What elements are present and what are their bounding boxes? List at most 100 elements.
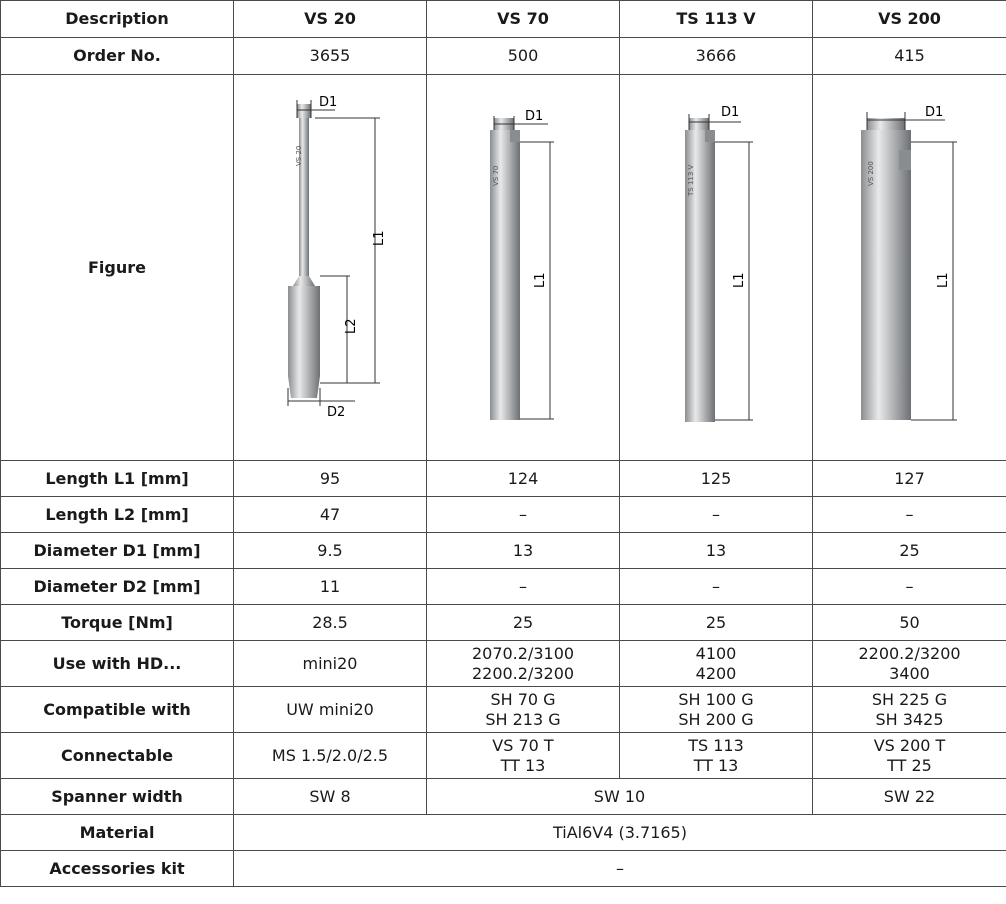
accessories-label: Accessories kit xyxy=(0,850,234,887)
connectable-vs70-line-1: VS 70 T xyxy=(492,735,554,755)
vs200-d1-label: D1 xyxy=(925,105,943,120)
vs200-engraving: VS 200 xyxy=(867,161,875,186)
vs70-engraving: VS 70 xyxy=(492,165,500,185)
ts113v-engraving: TS 113 V xyxy=(687,164,695,197)
vs20-engraving: VS 20 xyxy=(295,145,303,165)
figure-ts113v-cell: TS 113 V D1 L1 xyxy=(619,74,813,461)
length-l2-vs70: – xyxy=(426,496,620,533)
use-with-ts113v-line-1: 4100 xyxy=(695,643,737,663)
use-with-ts113v-line-2: 4200 xyxy=(695,663,737,683)
diameter-d2-row: Diameter D2 [mm] 11 – – – xyxy=(0,568,1006,605)
connectable-vs70-line-2: TT 13 xyxy=(500,755,546,775)
length-l2-vs20: 47 xyxy=(233,496,427,533)
vs70-d1-label: D1 xyxy=(525,109,543,124)
figure-vs20-cell: VS 20 D1 L1 L2 D2 xyxy=(233,74,427,461)
compatible-row: Compatible with UW mini20 SH 70 G SH 213 … xyxy=(0,686,1006,733)
torque-vs200: 50 xyxy=(812,604,1006,641)
header-row: Description VS 20 VS 70 TS 113 V VS 200 xyxy=(0,0,1006,38)
connectable-vs70: VS 70 T TT 13 xyxy=(426,732,620,779)
material-value: TiAl6V4 (3.7165) xyxy=(233,814,1006,851)
header-vs20: VS 20 xyxy=(233,0,427,38)
use-with-vs200-line-1: 2200.2/3200 xyxy=(858,643,961,663)
use-with-ts113v: 4100 4200 xyxy=(619,640,813,687)
diameter-d2-vs200: – xyxy=(812,568,1006,605)
compatible-vs200: SH 225 G SH 3425 xyxy=(812,686,1006,733)
connectable-vs20-line: MS 1.5/2.0/2.5 xyxy=(271,745,389,765)
accessories-value: – xyxy=(233,850,1006,887)
compatible-ts113v: SH 100 G SH 200 G xyxy=(619,686,813,733)
diameter-d1-ts113v: 13 xyxy=(619,532,813,569)
diameter-d1-row: Diameter D1 [mm] 9.5 13 13 25 xyxy=(0,532,1006,569)
header-vs200: VS 200 xyxy=(812,0,1006,38)
compatible-ts113v-line-2: SH 200 G xyxy=(678,709,754,729)
diameter-d1-vs20: 9.5 xyxy=(233,532,427,569)
connectable-ts113v: TS 113 TT 13 xyxy=(619,732,813,779)
compatible-vs70-line-2: SH 213 G xyxy=(485,709,561,729)
use-with-vs70-line-2: 2200.2/3200 xyxy=(471,663,575,683)
order-vs200: 415 xyxy=(812,37,1006,75)
vs20-tool xyxy=(288,103,320,398)
use-with-vs20: mini20 xyxy=(233,640,427,687)
vs20-l1-label: L1 xyxy=(372,230,387,246)
connectable-vs200-line-1: VS 200 T xyxy=(873,735,946,755)
use-with-vs70-line-1: 2070.2/3100 xyxy=(471,643,575,663)
material-row: Material TiAl6V4 (3.7165) xyxy=(0,814,1006,851)
compatible-vs70: SH 70 G SH 213 G xyxy=(426,686,620,733)
compatible-vs200-line-1: SH 225 G xyxy=(871,689,948,709)
connectable-ts113v-line-1: TS 113 xyxy=(688,735,744,755)
diameter-d2-ts113v: – xyxy=(619,568,813,605)
length-l2-ts113v: – xyxy=(619,496,813,533)
torque-vs20: 28.5 xyxy=(233,604,427,641)
order-ts113v: 3666 xyxy=(619,37,813,75)
spanner-vs200: SW 22 xyxy=(812,778,1006,815)
vs70-tool xyxy=(490,117,520,420)
header-vs70: VS 70 xyxy=(426,0,620,38)
vs200-tool xyxy=(860,117,911,420)
use-with-vs70: 2070.2/3100 2200.2/3200 xyxy=(426,640,620,687)
order-label: Order No. xyxy=(0,37,234,75)
use-with-row: Use with HD... mini20 2070.2/3100 2200.2/… xyxy=(0,640,1006,687)
length-l1-ts113v: 125 xyxy=(619,460,813,497)
length-l1-row: Length L1 [mm] 95 124 125 127 xyxy=(0,460,1006,497)
figure-row: Figure VS xyxy=(0,74,1006,461)
spanner-vs20: SW 8 xyxy=(233,778,427,815)
length-l2-vs200: – xyxy=(812,496,1006,533)
diameter-d2-label: Diameter D2 [mm] xyxy=(0,568,234,605)
vs70-l1-label: L1 xyxy=(533,272,548,288)
compatible-vs70-line-1: SH 70 G xyxy=(490,689,556,709)
diameter-d1-vs70: 13 xyxy=(426,532,620,569)
vs200-drawing: VS 200 D1 L1 xyxy=(860,105,957,420)
header-description: Description xyxy=(0,0,234,38)
torque-label: Torque [Nm] xyxy=(0,604,234,641)
diameter-d1-label: Diameter D1 [mm] xyxy=(0,532,234,569)
connectable-row: Connectable MS 1.5/2.0/2.5 VS 70 T TT 13 … xyxy=(0,732,1006,779)
accessories-row: Accessories kit – xyxy=(0,850,1006,887)
figure-vs200-cell: VS 200 D1 L1 xyxy=(812,74,1006,461)
use-with-vs20-line: mini20 xyxy=(302,653,358,673)
diameter-d2-vs20: 11 xyxy=(233,568,427,605)
vs200-dimension-lines xyxy=(866,111,957,420)
vs20-drawing: VS 20 D1 L1 L2 D2 xyxy=(287,95,387,420)
vs20-l2-label: L2 xyxy=(344,318,359,334)
vs70-drawing: VS 70 D1 L1 xyxy=(490,109,554,420)
ts113v-tool xyxy=(685,117,715,422)
ts113v-drawing: TS 113 V D1 L1 xyxy=(685,105,753,422)
length-l1-vs20: 95 xyxy=(233,460,427,497)
material-label: Material xyxy=(0,814,234,851)
figure-vs70-cell: VS 70 D1 L1 xyxy=(426,74,620,461)
use-with-label: Use with HD... xyxy=(0,640,234,687)
spanner-vs70-ts113v: SW 10 xyxy=(426,778,813,815)
connectable-label: Connectable xyxy=(0,732,234,779)
compatible-vs20-line: UW mini20 xyxy=(286,699,374,719)
header-ts113v: TS 113 V xyxy=(619,0,813,38)
order-vs20: 3655 xyxy=(233,37,427,75)
diameter-d1-vs200: 25 xyxy=(812,532,1006,569)
spanner-label: Spanner width xyxy=(0,778,234,815)
length-l1-vs70: 124 xyxy=(426,460,620,497)
connectable-vs20: MS 1.5/2.0/2.5 xyxy=(233,732,427,779)
ts113v-dimension-lines xyxy=(688,113,753,420)
connectable-vs200: VS 200 T TT 25 xyxy=(812,732,1006,779)
vs20-dimension-lines xyxy=(287,99,380,406)
vs70-dimension-lines xyxy=(493,115,554,419)
